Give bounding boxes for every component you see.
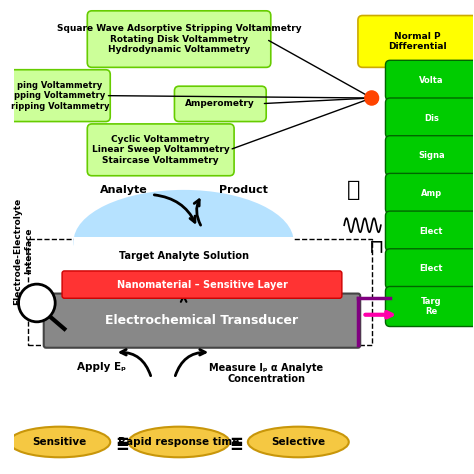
FancyBboxPatch shape xyxy=(358,16,474,67)
Text: Dis: Dis xyxy=(424,113,439,122)
FancyBboxPatch shape xyxy=(9,70,110,121)
Circle shape xyxy=(365,91,379,105)
FancyBboxPatch shape xyxy=(385,211,474,251)
Text: Electrode-Electrolyte
Interface: Electrode-Electrolyte Interface xyxy=(13,198,33,305)
Text: Product: Product xyxy=(219,185,268,195)
Text: Normal P
Differential: Normal P Differential xyxy=(388,32,447,51)
FancyBboxPatch shape xyxy=(44,293,360,348)
FancyBboxPatch shape xyxy=(385,286,474,327)
Text: Electrochemical Transducer: Electrochemical Transducer xyxy=(105,314,299,328)
Text: Nanomaterial – Sensitive Layer: Nanomaterial – Sensitive Layer xyxy=(117,280,287,290)
Text: 🖥: 🖥 xyxy=(346,180,360,200)
Text: Amperometry: Amperometry xyxy=(185,100,255,109)
Text: =: = xyxy=(115,438,128,456)
Bar xyxy=(73,237,294,293)
FancyBboxPatch shape xyxy=(87,124,234,176)
Text: Volta: Volta xyxy=(419,76,444,85)
Bar xyxy=(27,239,372,346)
Text: Amp: Amp xyxy=(421,189,442,198)
Text: Apply Eₚ: Apply Eₚ xyxy=(77,362,126,372)
FancyBboxPatch shape xyxy=(385,136,474,176)
Text: Elect: Elect xyxy=(419,227,443,236)
Text: =: = xyxy=(229,438,243,456)
Text: Measure Iₚ α Analyte
Concentration: Measure Iₚ α Analyte Concentration xyxy=(209,363,323,384)
FancyBboxPatch shape xyxy=(62,271,342,298)
Text: =: = xyxy=(115,433,128,451)
Text: ⊓: ⊓ xyxy=(369,237,384,256)
Ellipse shape xyxy=(9,427,110,457)
FancyBboxPatch shape xyxy=(385,249,474,289)
Text: Signa: Signa xyxy=(418,151,445,160)
Text: Targ
Re: Targ Re xyxy=(421,297,442,316)
Text: Elect: Elect xyxy=(419,264,443,273)
FancyBboxPatch shape xyxy=(385,98,474,138)
Ellipse shape xyxy=(248,427,349,457)
Text: Rapid response time: Rapid response time xyxy=(118,437,240,447)
Text: Analyte: Analyte xyxy=(100,185,148,195)
FancyBboxPatch shape xyxy=(87,11,271,67)
Ellipse shape xyxy=(128,427,229,457)
Text: Cyclic Voltammetry
Linear Sweep Voltammetry
Staircase Voltammetry: Cyclic Voltammetry Linear Sweep Voltamme… xyxy=(92,135,229,165)
Text: Sensitive: Sensitive xyxy=(33,437,87,447)
FancyBboxPatch shape xyxy=(174,86,266,121)
FancyBboxPatch shape xyxy=(385,60,474,100)
Text: Square Wave Adsorptive Stripping Voltammetry
Rotating Disk Voltammetry
Hydrodyna: Square Wave Adsorptive Stripping Voltamm… xyxy=(57,24,301,54)
Text: ping Voltammetry
pping Voltammetry
ripping Voltammetry: ping Voltammetry pping Voltammetry rippi… xyxy=(10,81,109,110)
Text: Target Analyte Solution: Target Analyte Solution xyxy=(118,251,249,261)
Ellipse shape xyxy=(73,190,294,293)
Text: Selective: Selective xyxy=(271,437,325,447)
Circle shape xyxy=(18,284,55,322)
Text: =: = xyxy=(229,433,243,451)
FancyBboxPatch shape xyxy=(385,173,474,213)
